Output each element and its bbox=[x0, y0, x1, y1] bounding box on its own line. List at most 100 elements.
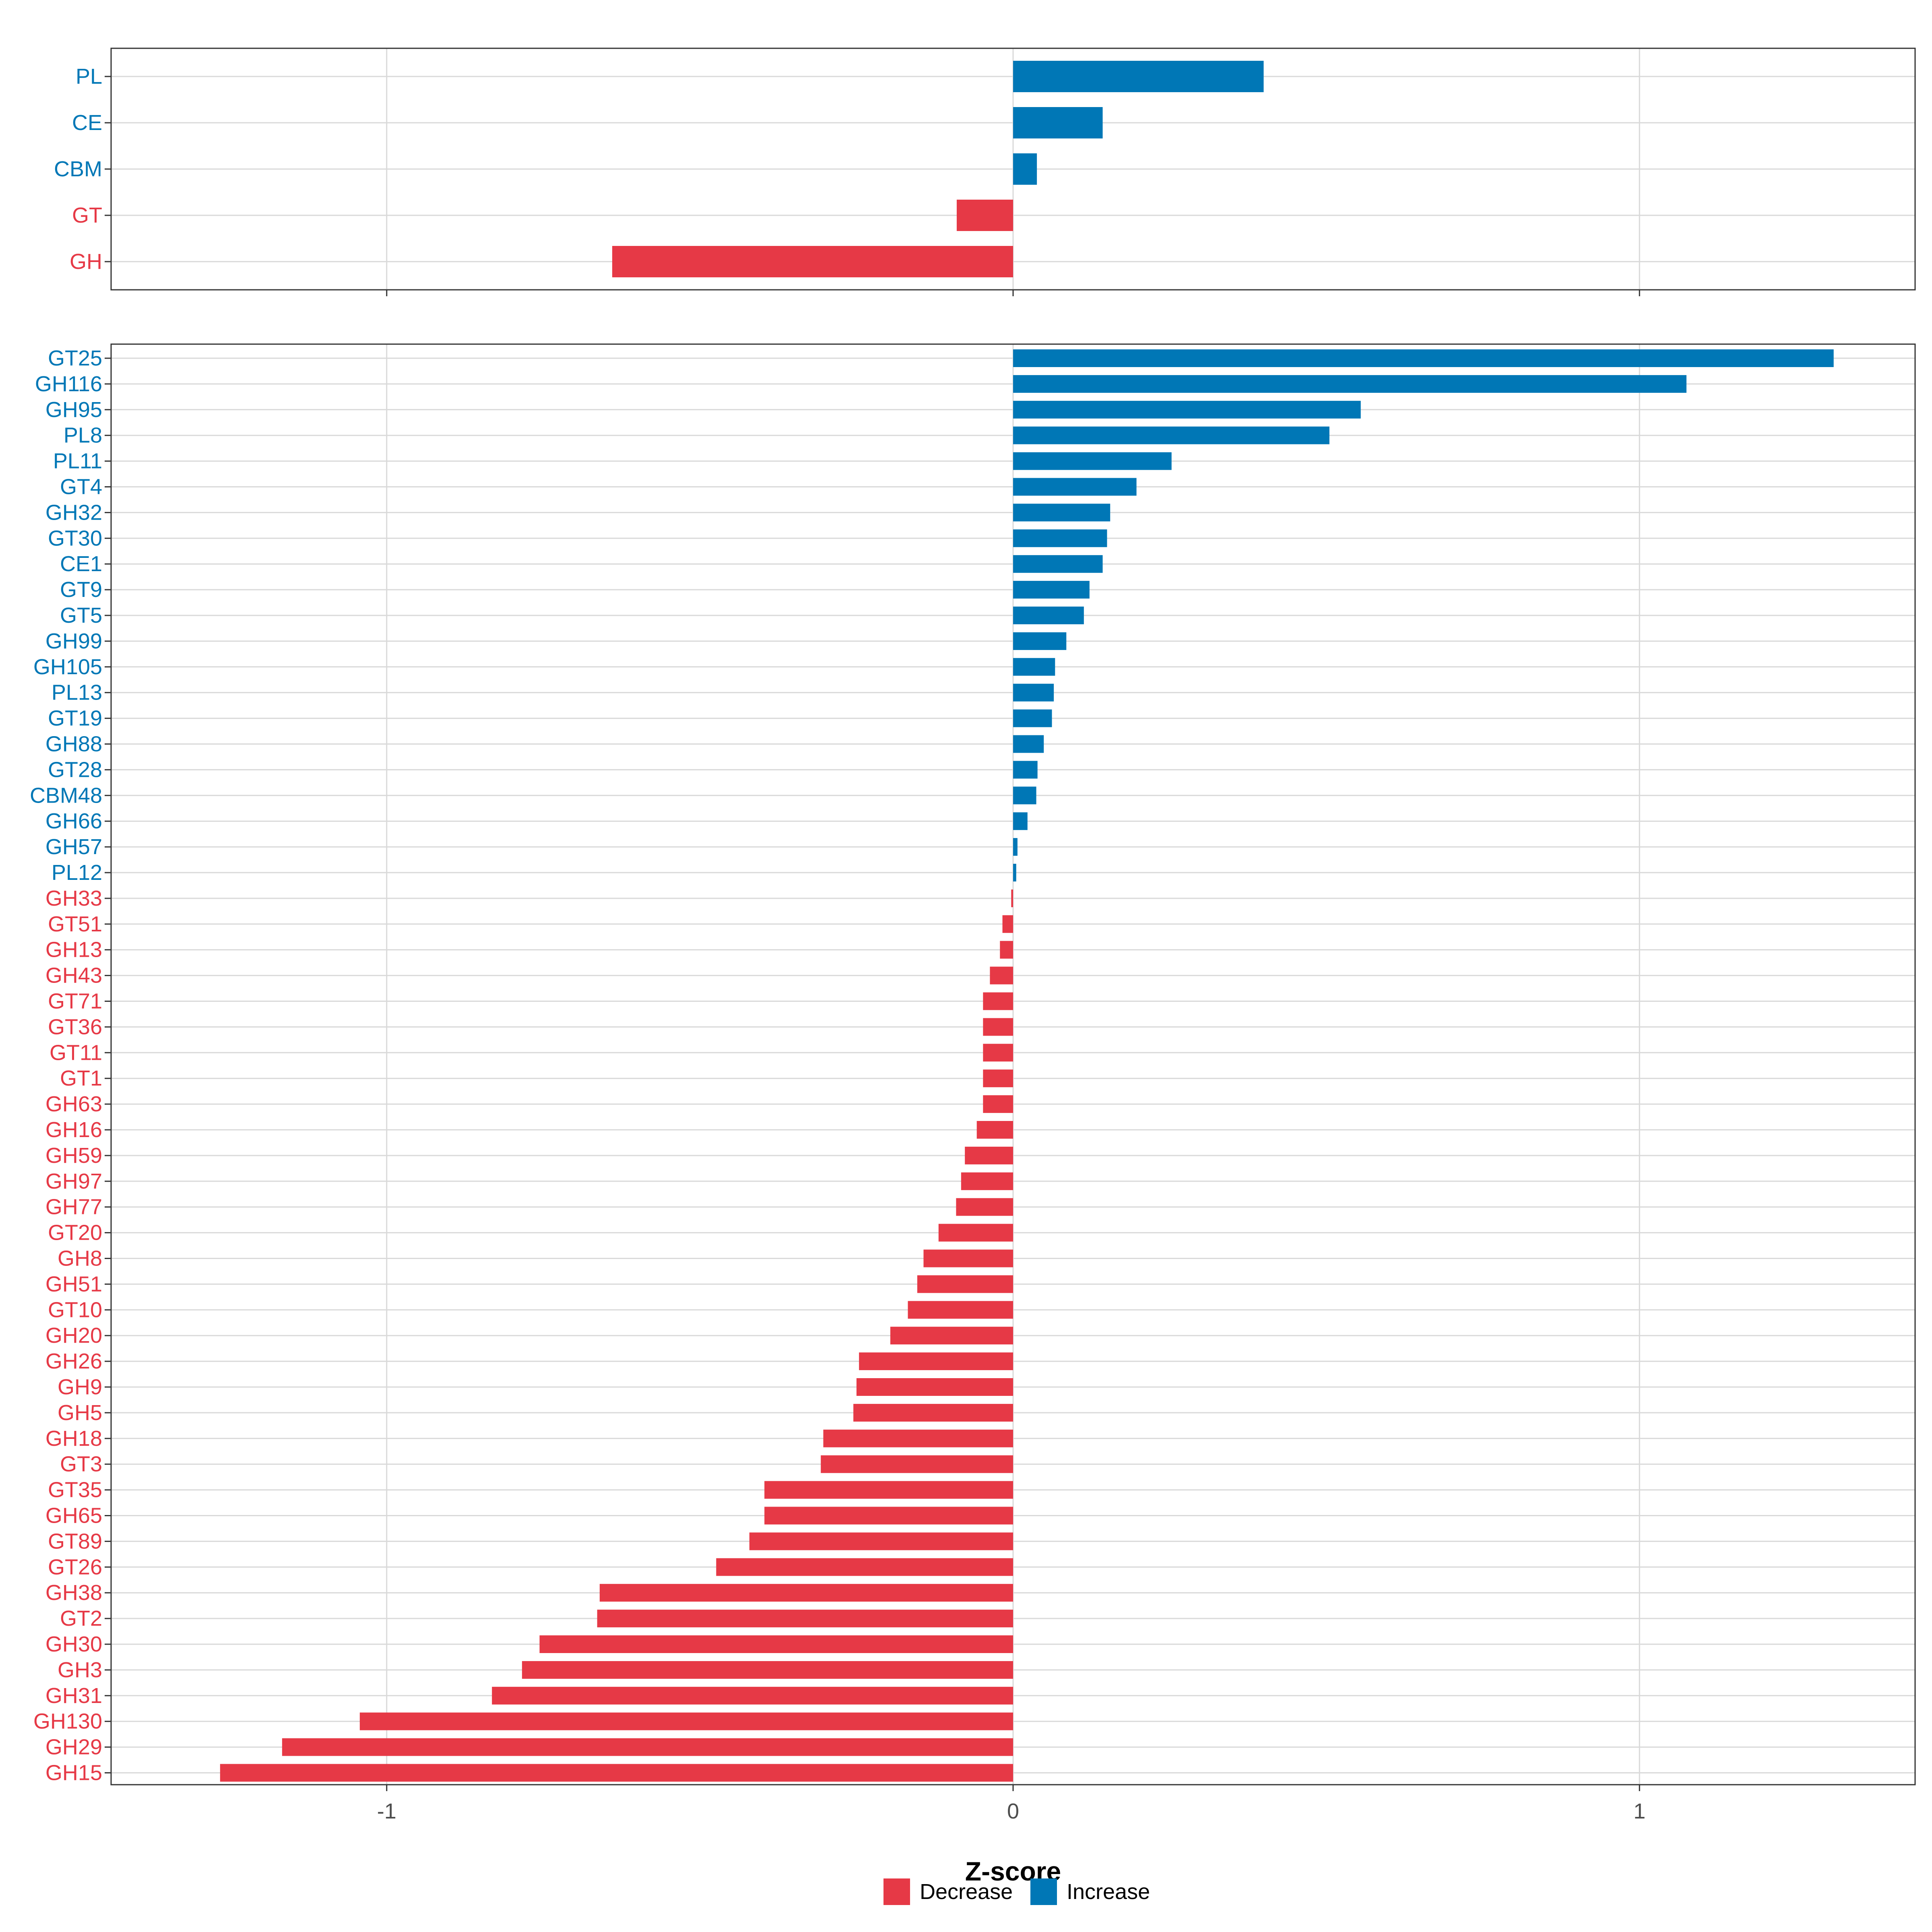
category-label-pl: PL bbox=[76, 64, 102, 89]
bar-gh8 bbox=[923, 1249, 1013, 1267]
bar-gt26 bbox=[716, 1558, 1013, 1576]
category-label-gh3: GH3 bbox=[58, 1658, 102, 1682]
x-tick-label: 1 bbox=[1633, 1799, 1645, 1823]
category-label-cbm: CBM bbox=[54, 157, 102, 181]
bar-gh26 bbox=[859, 1352, 1013, 1371]
bar-gh31 bbox=[492, 1686, 1013, 1705]
bar-gh66 bbox=[1013, 812, 1028, 830]
category-label-gh99: GH99 bbox=[45, 629, 102, 653]
bar-gh bbox=[612, 246, 1013, 277]
category-label-pl13: PL13 bbox=[52, 681, 102, 705]
bar-gh32 bbox=[1013, 504, 1110, 522]
category-label-gt4: GT4 bbox=[60, 475, 102, 499]
bar-gh51 bbox=[917, 1275, 1013, 1293]
bar-pl8 bbox=[1013, 426, 1329, 444]
category-label-gh59: GH59 bbox=[45, 1144, 102, 1168]
category-label-gh15: GH15 bbox=[45, 1761, 102, 1785]
bar-gh15 bbox=[220, 1764, 1013, 1782]
bar-gt25 bbox=[1013, 349, 1834, 367]
category-label-gh16: GH16 bbox=[45, 1118, 102, 1142]
panel-border bbox=[110, 343, 1916, 1785]
bar-gt1 bbox=[983, 1069, 1013, 1088]
category-label-cbm48: CBM48 bbox=[30, 783, 102, 807]
category-label-gh43: GH43 bbox=[45, 964, 102, 988]
bottom-panel: GT25GH116GH95PL8PL11GT4GH32GT30CE1GT9GT5… bbox=[30, 343, 1916, 1791]
category-label-pl11: PL11 bbox=[53, 449, 102, 473]
category-label-ce1: CE1 bbox=[60, 552, 102, 576]
category-label-gt25: GT25 bbox=[48, 346, 102, 370]
bar-gh97 bbox=[961, 1172, 1013, 1190]
bar-gh16 bbox=[976, 1121, 1013, 1139]
bar-gt35 bbox=[764, 1481, 1013, 1499]
bar-gh3 bbox=[522, 1661, 1013, 1679]
bar-gh65 bbox=[764, 1507, 1013, 1525]
category-label-gh5: GH5 bbox=[58, 1401, 102, 1425]
bar-gh88 bbox=[1013, 735, 1044, 753]
bar-gt71 bbox=[983, 992, 1013, 1010]
legend-swatch-decrease bbox=[883, 1878, 910, 1905]
category-label-gh57: GH57 bbox=[45, 835, 102, 859]
bar-gh33 bbox=[1011, 889, 1013, 907]
category-label-gh97: GH97 bbox=[45, 1169, 102, 1193]
category-label-gh31: GH31 bbox=[45, 1684, 102, 1708]
bar-gh63 bbox=[983, 1095, 1013, 1113]
bar-gt10 bbox=[908, 1301, 1013, 1319]
category-label-gt3: GT3 bbox=[60, 1452, 102, 1476]
category-label-gh51: GH51 bbox=[45, 1272, 102, 1296]
bar-ce1 bbox=[1013, 555, 1103, 573]
bar-gh59 bbox=[965, 1146, 1013, 1164]
category-label-gt30: GT30 bbox=[48, 526, 102, 550]
category-label-gt19: GT19 bbox=[48, 706, 102, 731]
bar-pl12 bbox=[1013, 864, 1016, 881]
bar-gh57 bbox=[1013, 838, 1018, 856]
bar-gh18 bbox=[823, 1429, 1013, 1447]
bar-pl13 bbox=[1013, 683, 1054, 702]
category-label-gh38: GH38 bbox=[45, 1581, 102, 1605]
bar-gh105 bbox=[1013, 658, 1055, 676]
category-label-gt89: GT89 bbox=[48, 1529, 102, 1553]
category-label-gh8: GH8 bbox=[58, 1247, 102, 1271]
category-label-gt9: GT9 bbox=[60, 578, 102, 602]
bar-pl bbox=[1013, 61, 1264, 92]
bar-gh77 bbox=[956, 1198, 1013, 1216]
category-label-gh77: GH77 bbox=[45, 1195, 102, 1219]
category-label-gh: GH bbox=[70, 250, 102, 274]
category-label-gt10: GT10 bbox=[48, 1298, 102, 1322]
category-label-gt35: GT35 bbox=[48, 1478, 102, 1502]
legend-label-decrease: Decrease bbox=[920, 1880, 1013, 1904]
category-label-gh65: GH65 bbox=[45, 1504, 102, 1528]
bar-pl11 bbox=[1013, 452, 1172, 470]
category-label-gh33: GH33 bbox=[45, 886, 102, 910]
category-label-gt51: GT51 bbox=[48, 912, 102, 936]
category-label-gt5: GT5 bbox=[60, 603, 102, 627]
bar-gt9 bbox=[1013, 581, 1090, 599]
bar-gt51 bbox=[1002, 915, 1013, 933]
bar-gt bbox=[956, 200, 1013, 231]
category-label-gh20: GH20 bbox=[45, 1323, 102, 1348]
category-label-gt28: GT28 bbox=[48, 758, 102, 782]
category-label-gh13: GH13 bbox=[45, 938, 102, 962]
category-label-ce: CE bbox=[72, 111, 102, 135]
bar-gt4 bbox=[1013, 478, 1137, 496]
category-label-gh116: GH116 bbox=[35, 372, 102, 396]
category-label-gt: GT bbox=[72, 203, 102, 227]
category-label-gh63: GH63 bbox=[45, 1092, 102, 1116]
legend: Decrease Increase bbox=[883, 1878, 1150, 1905]
category-label-gh130: GH130 bbox=[33, 1709, 102, 1734]
legend-label-increase: Increase bbox=[1067, 1880, 1150, 1904]
bar-gt11 bbox=[983, 1044, 1013, 1062]
category-label-gt1: GT1 bbox=[60, 1066, 102, 1090]
x-tick-label: -1 bbox=[377, 1799, 396, 1823]
category-label-gh95: GH95 bbox=[45, 398, 102, 422]
category-label-gh26: GH26 bbox=[45, 1349, 102, 1373]
bar-gh130 bbox=[359, 1712, 1013, 1730]
bar-gt2 bbox=[597, 1610, 1013, 1628]
category-label-pl12: PL12 bbox=[52, 861, 102, 885]
bar-gt28 bbox=[1013, 761, 1038, 779]
category-label-gt2: GT2 bbox=[60, 1606, 102, 1631]
category-label-gh105: GH105 bbox=[33, 655, 102, 679]
bar-gt3 bbox=[821, 1455, 1013, 1473]
x-tick-label: 0 bbox=[1007, 1799, 1019, 1823]
category-label-gt20: GT20 bbox=[48, 1221, 102, 1245]
